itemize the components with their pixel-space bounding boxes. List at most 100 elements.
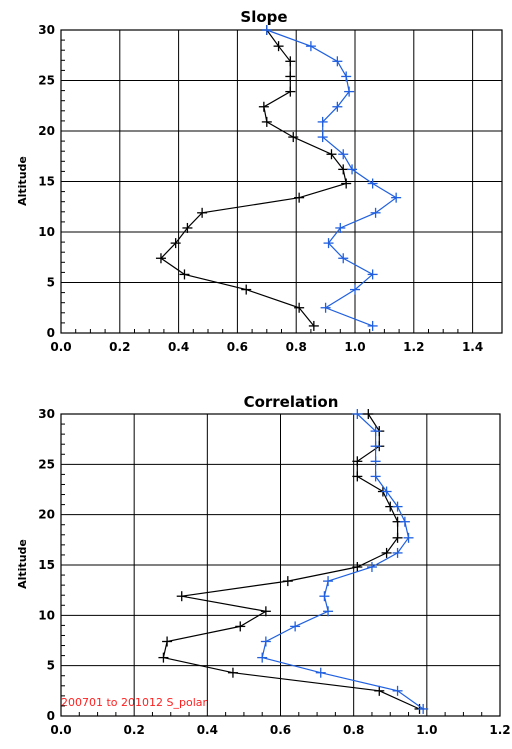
correlation-series-1-point <box>235 621 246 632</box>
correlation-y-tick-label: 0 <box>47 709 55 723</box>
slope-x-tick-label: 1.2 <box>403 340 424 354</box>
slope-series-2-point <box>332 56 343 67</box>
slope-series-1-point <box>241 284 252 295</box>
slope-series-2-point <box>391 192 402 203</box>
correlation-series-1-point <box>374 685 385 696</box>
correlation-series-2-point <box>323 606 334 617</box>
slope-plot-area: 0.0 0.2 0.4 0.6 0.8 1.0 1.2 1.4 0 5 10 15 20 25 30 <box>38 23 503 354</box>
slope-series-2-line <box>266 29 398 327</box>
slope-x-tick-label: 0.2 <box>109 340 130 354</box>
slope-series-1-point <box>341 178 352 189</box>
correlation-series-2-point <box>257 652 268 663</box>
correlation-x-tick-label: 0.0 <box>50 723 71 737</box>
correlation-series-2-point <box>370 441 381 452</box>
slope-series-2-point <box>335 222 346 233</box>
correlation-y-tick-label: 25 <box>38 457 55 471</box>
slope-series-2-point <box>344 86 355 97</box>
slope-series-2-point <box>305 41 316 52</box>
correlation-y-tick-label: 20 <box>38 508 55 522</box>
correlation-plot-area: 0.0 0.2 0.4 0.6 0.8 1.0 1.2 0 5 10 15 20 25 30 <box>38 407 510 737</box>
slope-series-1-point <box>197 207 208 218</box>
correlation-x-tick-label: 0.8 <box>343 723 364 737</box>
slope-series-1-point <box>179 269 190 280</box>
slope-series-2-point <box>323 238 334 249</box>
correlation-series-1-point <box>381 547 392 558</box>
slope-series-1-point <box>285 71 296 82</box>
slope-chart-title: Slope <box>240 8 287 26</box>
slope-series-1-point <box>285 86 296 97</box>
slope-series-1-point <box>155 253 166 264</box>
slope-chart: Slope Altitude 0.0 0.2 0.4 0.6 0.8 1.0 1.2 1.4 0… <box>16 8 503 354</box>
correlation-series-2-point <box>399 516 410 527</box>
slope-series-1-point <box>273 41 284 52</box>
correlation-series-2-point <box>323 576 334 587</box>
correlation-series-2-point <box>392 501 403 512</box>
correlation-series-1-point <box>363 409 374 419</box>
slope-x-tick-label: 0.4 <box>168 340 189 354</box>
correlation-series-2-point <box>392 547 403 558</box>
correlation-series-2-point <box>366 562 377 573</box>
correlation-x-tick-label: 0.6 <box>270 723 291 737</box>
correlation-series-2-point <box>260 636 271 647</box>
slope-x-tick-label: 0.8 <box>286 340 307 354</box>
slope-x-tick-label: 1.0 <box>344 340 365 354</box>
slope-series-2-point <box>341 71 352 82</box>
slope-series-1-point <box>338 164 349 175</box>
slope-y-axis-label: Altitude <box>16 156 29 206</box>
slope-y-tick-label: 0 <box>47 326 55 340</box>
slope-series-2-point <box>261 25 272 35</box>
slope-series-2-point <box>350 284 360 295</box>
correlation-series-2-point <box>370 426 381 437</box>
correlation-series-2-point <box>352 409 363 419</box>
slope-series-1-point <box>285 56 296 67</box>
correlation-series-2-point <box>370 456 381 467</box>
correlation-series-2-point <box>403 532 414 543</box>
slope-series-1-point <box>182 222 193 233</box>
correlation-y-tick-label: 15 <box>38 558 55 572</box>
slope-y-tick-label: 10 <box>38 225 55 239</box>
correlation-series-1-point <box>282 576 293 587</box>
slope-series-2-point <box>367 269 378 280</box>
correlation-series-2-point <box>392 685 403 696</box>
slope-series-2-point <box>332 101 343 112</box>
correlation-chart-title: Correlation <box>244 393 339 411</box>
correlation-series-1-point <box>260 606 271 617</box>
correlation-series-1-point <box>392 532 403 543</box>
slope-series-2-point <box>347 164 358 175</box>
slope-series-1-point <box>261 116 272 127</box>
correlation-series-1-point <box>352 471 363 482</box>
correlation-series-2-point <box>418 703 429 714</box>
slope-series-2-point <box>320 302 331 313</box>
correlation-y-tick-label: 5 <box>47 659 55 673</box>
correlation-x-tick-label: 1.2 <box>489 723 510 737</box>
slope-x-tick-label: 0.6 <box>227 340 248 354</box>
slope-y-tick-label: 20 <box>38 124 55 138</box>
slope-series-2-point <box>317 132 328 143</box>
slope-series-2-point <box>370 207 381 218</box>
slope-series-1-point <box>294 302 305 313</box>
correlation-y-tick-label: 30 <box>38 407 55 421</box>
slope-y-tick-label: 15 <box>38 175 55 189</box>
correlation-series-2-point <box>381 486 392 497</box>
correlation-series-2-point <box>290 621 301 632</box>
slope-series-1-point <box>308 320 319 331</box>
correlation-series-2-line <box>261 413 424 710</box>
slope-series-2-point <box>317 116 328 127</box>
correlation-series-1-point <box>176 591 187 602</box>
correlation-series-2-point <box>315 667 326 678</box>
correlation-chart: Correlation Altitude 200701 to 201012 S_… <box>16 393 511 737</box>
slope-y-tick-label: 5 <box>47 276 55 290</box>
correlation-y-tick-label: 10 <box>38 608 55 622</box>
slope-series-1-point <box>326 149 337 160</box>
correlation-x-tick-label: 0.2 <box>124 723 145 737</box>
correlation-series-2-point <box>319 591 330 602</box>
slope-x-tick-label: 1.4 <box>462 340 483 354</box>
slope-x-tick-label: 0.0 <box>50 340 71 354</box>
correlation-series-1-point <box>227 667 238 678</box>
slope-series-2-point <box>338 253 349 264</box>
correlation-series-1-point <box>162 636 173 647</box>
correlation-y-axis-label: Altitude <box>16 539 29 589</box>
slope-y-tick-label: 30 <box>38 23 55 37</box>
slope-series-2-point <box>367 320 378 331</box>
